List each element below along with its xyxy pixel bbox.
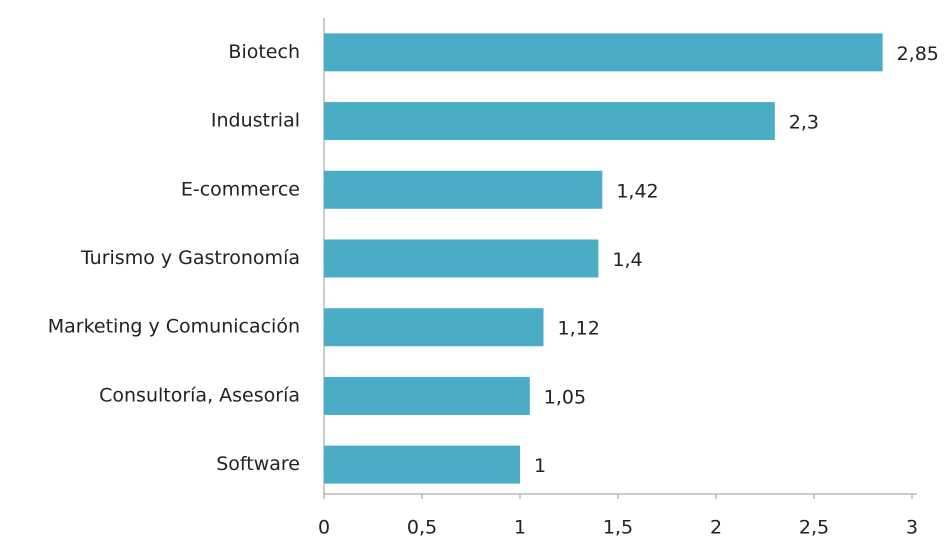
bar	[324, 308, 544, 347]
value-label: 1,42	[616, 180, 658, 202]
bar	[324, 445, 520, 484]
x-tick-label: 3	[906, 517, 918, 539]
y-tick-label: E-commerce	[181, 178, 300, 200]
x-tick-label: 1	[514, 517, 526, 539]
x-tick-label: 1,5	[603, 517, 633, 539]
y-tick-label: Biotech	[228, 41, 300, 63]
x-tick-label: 0,5	[407, 517, 437, 539]
value-label: 1,12	[558, 318, 600, 340]
value-label: 1,4	[612, 249, 642, 271]
bar	[324, 170, 603, 209]
value-label: 1,05	[544, 386, 586, 408]
x-tick-label: 2	[710, 517, 722, 539]
y-tick-label: Industrial	[211, 110, 300, 132]
bar	[324, 376, 530, 415]
bar	[324, 33, 883, 72]
value-label: 2,3	[789, 112, 819, 134]
value-label: 1	[534, 455, 546, 477]
y-tick-label: Marketing y Comunicación	[48, 316, 300, 338]
x-tick-label: 2,5	[799, 517, 829, 539]
y-tick-label: Software	[216, 453, 300, 475]
y-tick-label: Consultoría, Asesoría	[99, 384, 300, 406]
x-tick-label: 0	[318, 517, 330, 539]
bar	[324, 239, 599, 278]
y-tick-label: Turismo y Gastronomía	[80, 247, 300, 269]
bar	[324, 102, 775, 141]
value-label: 2,85	[897, 43, 939, 65]
